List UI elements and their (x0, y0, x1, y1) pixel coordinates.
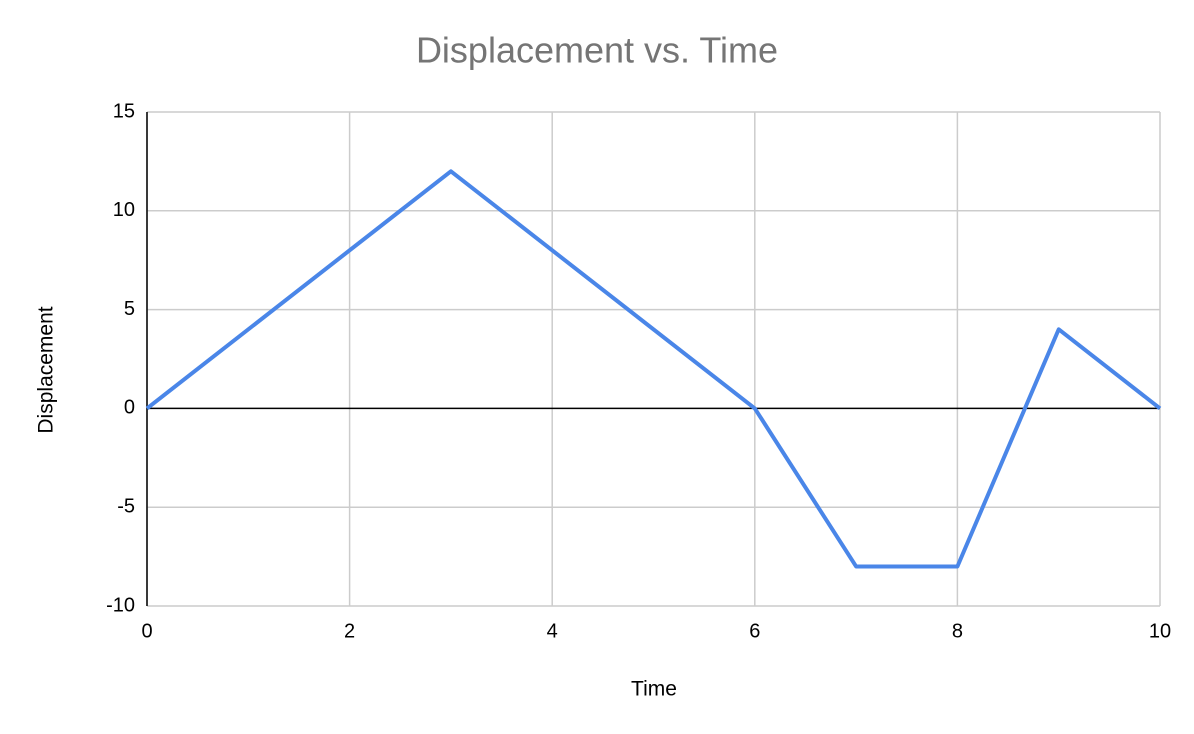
x-tick-label: 0 (141, 620, 152, 642)
x-tick-label: 10 (1149, 620, 1171, 642)
y-tick-label: -5 (117, 495, 135, 517)
y-axis-label: Displacement (35, 306, 58, 433)
y-tick-label: 0 (124, 397, 135, 419)
x-tick-label: 8 (952, 620, 963, 642)
x-tick-label: 6 (749, 620, 760, 642)
x-axis-label: Time (631, 678, 677, 701)
data-line (145, 169, 1162, 569)
y-tick-label: 10 (113, 199, 135, 221)
y-tick-label: 5 (124, 298, 135, 320)
x-tick-label: 2 (344, 620, 355, 642)
x-tick-label: 4 (547, 620, 558, 642)
y-tick-label: 15 (113, 100, 135, 122)
chart-title: Displacement vs. Time (416, 30, 778, 71)
y-tick-label: -10 (106, 594, 135, 616)
